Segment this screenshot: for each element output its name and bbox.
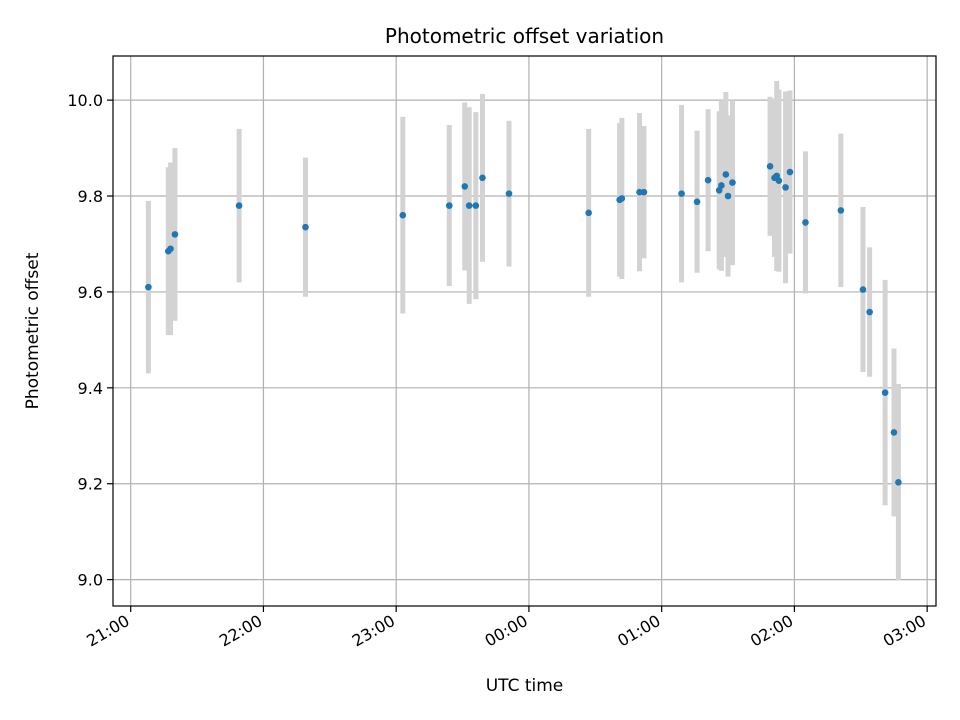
data-point — [461, 183, 469, 190]
x-tick-label: 01:00 — [614, 611, 663, 651]
data-point — [718, 182, 725, 189]
data-point — [859, 286, 867, 293]
data-point — [678, 190, 685, 197]
data-point — [618, 195, 626, 202]
data-point — [167, 245, 174, 253]
x-tick-label: 23:00 — [349, 611, 398, 651]
data-point — [881, 389, 889, 396]
data-point — [585, 209, 592, 217]
x-axis-ticks: 21:00 22:00 23:00 00:00 01:00 02:00 03:00 — [83, 606, 929, 651]
data-point — [837, 207, 845, 214]
data-point — [445, 202, 453, 209]
data-point — [786, 168, 794, 176]
data-point — [171, 231, 179, 238]
x-tick-label: 02:00 — [747, 611, 796, 651]
data-point — [704, 176, 712, 184]
y-axis-label: Photometric offset — [23, 252, 43, 409]
y-axis-ticks: 9.0 9.2 9.4 9.6 9.8 10.0 — [67, 91, 113, 590]
data-points — [145, 162, 902, 486]
y-tick-label: 10.0 — [67, 91, 103, 110]
x-tick-label: 00:00 — [481, 611, 530, 651]
data-point — [399, 211, 407, 219]
x-tick-label: 21:00 — [83, 611, 132, 651]
x-tick-label: 03:00 — [880, 611, 929, 651]
grid-lines — [113, 56, 936, 606]
data-point — [866, 308, 873, 316]
data-point — [890, 429, 898, 436]
data-point — [775, 177, 783, 184]
data-point — [505, 190, 513, 197]
data-point — [895, 478, 902, 486]
data-point — [722, 171, 730, 178]
y-tick-label: 9.2 — [78, 475, 103, 494]
data-point — [145, 283, 152, 291]
data-point — [302, 223, 309, 231]
x-tick-label: 22:00 — [216, 611, 265, 651]
data-point — [802, 219, 809, 226]
data-point — [640, 188, 648, 196]
data-point — [729, 179, 736, 186]
data-point — [782, 184, 789, 191]
data-point — [766, 162, 774, 170]
data-point — [479, 174, 486, 182]
x-axis-label: UTC time — [486, 676, 564, 696]
data-point — [465, 202, 473, 209]
data-point — [724, 192, 732, 200]
data-point — [693, 198, 701, 206]
error-bars — [145, 80, 901, 581]
y-tick-label: 9.4 — [78, 379, 103, 398]
y-tick-label: 9.8 — [78, 187, 103, 206]
y-tick-label: 9.6 — [78, 283, 103, 302]
chart-title: Photometric offset variation — [385, 24, 664, 48]
plot-frame — [112, 55, 937, 607]
data-point — [472, 202, 480, 209]
data-point — [235, 202, 243, 209]
y-tick-label: 9.0 — [78, 571, 103, 590]
